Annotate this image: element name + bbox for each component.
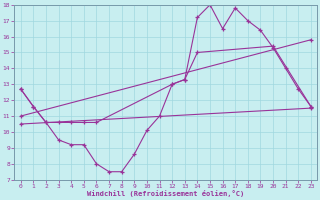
X-axis label: Windchill (Refroidissement éolien,°C): Windchill (Refroidissement éolien,°C) (87, 190, 244, 197)
